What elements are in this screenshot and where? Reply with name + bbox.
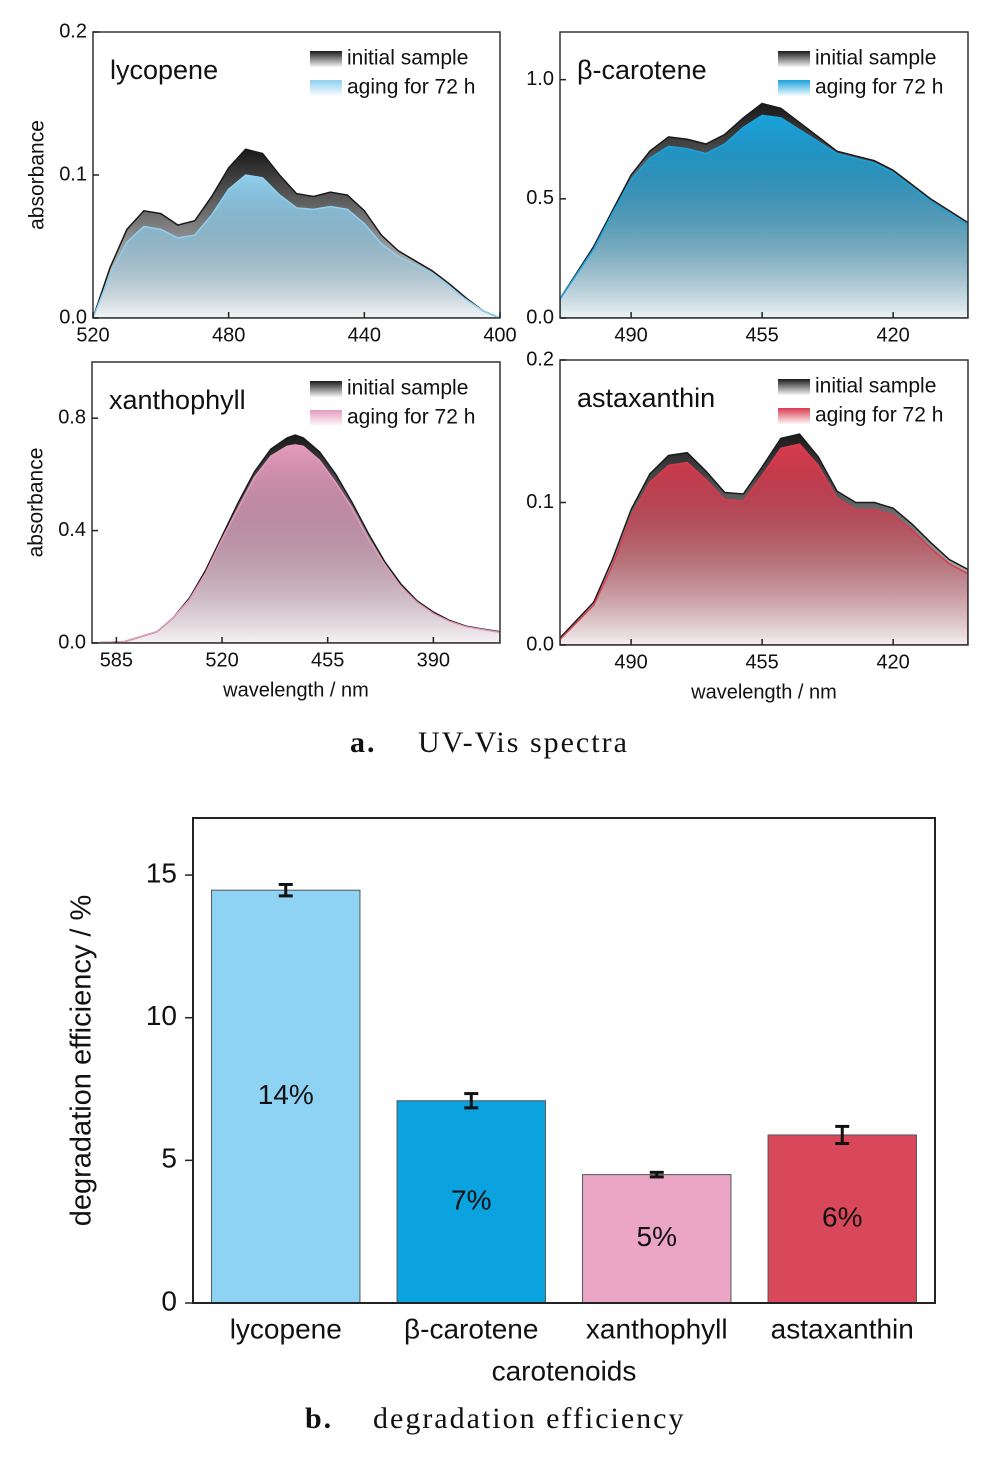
- plot-frame: [91, 361, 501, 644]
- y-tick-label: 0.0: [58, 631, 86, 653]
- x-tick-label: 440: [348, 324, 381, 346]
- x-tick-label: 420: [876, 651, 909, 673]
- legend-swatch: [310, 410, 342, 426]
- legend-label: initial sample: [347, 47, 468, 70]
- x-tick-label: 455: [745, 324, 778, 346]
- y-tick-label: 0.8: [58, 406, 86, 428]
- caption-label: b.: [305, 1402, 333, 1435]
- x-axis-label: carotenoids: [492, 1355, 637, 1386]
- x-tick-label: 520: [205, 649, 238, 671]
- chart-title: xanthophyll: [109, 385, 246, 415]
- legend-swatch: [778, 379, 810, 395]
- bar: [396, 1100, 546, 1304]
- spectrum-area: [93, 174, 500, 318]
- y-axis-label: absorbance: [26, 120, 49, 230]
- x-tick-label: 490: [614, 324, 647, 346]
- legend-label: initial sample: [815, 47, 936, 70]
- chart-title: β-carotene: [577, 55, 707, 85]
- bar: [767, 1134, 917, 1304]
- caption-label: a.: [350, 726, 377, 759]
- value-label: 5%: [637, 1221, 677, 1252]
- y-tick-label: 0.0: [526, 633, 554, 655]
- legend-label: initial sample: [347, 377, 468, 400]
- x-tick-label: 455: [745, 651, 778, 673]
- y-axis-label: degradation efficiency / %: [66, 895, 98, 1227]
- bar: [211, 889, 361, 1304]
- spectrum-area: [560, 114, 968, 318]
- legend-label: initial sample: [815, 375, 936, 398]
- x-axis-label: wavelength / nm: [690, 681, 837, 703]
- plot-frame: [192, 817, 936, 1304]
- caption-text: degradation efficiency: [373, 1402, 685, 1435]
- x-tick-label: 390: [417, 649, 450, 671]
- y-tick-label: 0.0: [526, 306, 554, 328]
- legend-swatch: [778, 408, 810, 424]
- spectrum-area: [560, 443, 968, 645]
- legend-swatch: [778, 80, 810, 96]
- x-tick-label: 480: [212, 324, 245, 346]
- x-tick-label: 520: [76, 324, 109, 346]
- y-tick-label: 0.0: [59, 306, 87, 328]
- x-tick-label: 420: [876, 324, 909, 346]
- chart-title: astaxanthin: [577, 383, 715, 413]
- value-label: 14%: [258, 1079, 314, 1110]
- spectrum-area: [92, 444, 500, 643]
- x-tick-label: xanthophyll: [586, 1313, 728, 1344]
- x-axis-label: wavelength / nm: [222, 679, 369, 701]
- legend-label: aging for 72 h: [815, 76, 943, 99]
- y-tick-label: 5: [161, 1143, 177, 1174]
- y-tick-label: 0.4: [58, 519, 86, 541]
- y-tick-label: 0.5: [526, 187, 554, 209]
- x-tick-label: astaxanthin: [771, 1313, 914, 1344]
- x-tick-label: 585: [100, 649, 133, 671]
- legend-label: aging for 72 h: [347, 76, 475, 99]
- value-label: 7%: [451, 1184, 491, 1215]
- legend-swatch: [310, 80, 342, 96]
- y-tick-label: 0.2: [59, 20, 87, 42]
- y-tick-label: 15: [146, 857, 177, 888]
- chart-title: lycopene: [110, 55, 218, 85]
- y-tick-label: 0.2: [526, 348, 554, 370]
- bar: [582, 1174, 732, 1304]
- y-tick-label: 0.1: [59, 163, 87, 185]
- legend-label: aging for 72 h: [815, 404, 943, 427]
- legend-swatch: [310, 381, 342, 397]
- legend-swatch: [310, 51, 342, 67]
- value-label: 6%: [822, 1201, 862, 1232]
- x-tick-label: 400: [483, 324, 516, 346]
- y-tick-label: 10: [146, 1000, 177, 1031]
- x-tick-label: 490: [614, 651, 647, 673]
- x-tick-label: β-carotene: [404, 1313, 538, 1344]
- y-tick-label: 1.0: [526, 68, 554, 90]
- x-tick-label: lycopene: [230, 1313, 342, 1344]
- y-axis-label: absorbance: [25, 448, 48, 558]
- x-tick-label: 455: [311, 649, 344, 671]
- plot-frame: [559, 31, 969, 319]
- y-tick-label: 0: [161, 1285, 177, 1316]
- legend-label: aging for 72 h: [347, 406, 475, 429]
- y-tick-label: 0.1: [526, 491, 554, 513]
- legend-swatch: [778, 51, 810, 67]
- caption-text: UV-Vis spectra: [418, 726, 629, 759]
